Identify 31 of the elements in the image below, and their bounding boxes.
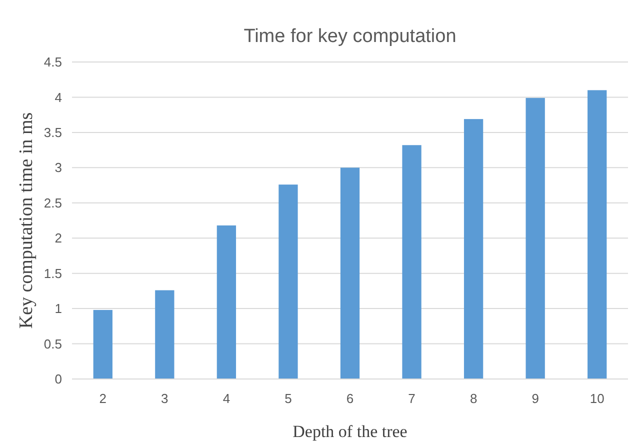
y-tick-label: 3.5 — [44, 124, 62, 140]
y-tick-label: 2.5 — [44, 195, 62, 210]
y-axis-title: Key computation time in ms — [16, 112, 37, 329]
x-axis-title: Depth of the tree — [292, 422, 408, 441]
x-tick-label: 5 — [284, 391, 292, 406]
bar — [155, 290, 174, 379]
x-tick-label: 4 — [222, 391, 230, 406]
y-tick-label: 1 — [54, 301, 62, 316]
x-tick-label: 7 — [408, 391, 416, 406]
bar — [278, 184, 298, 379]
x-tick-label: 3 — [161, 391, 168, 406]
bar — [588, 90, 607, 379]
y-tick-label: 1.5 — [44, 266, 62, 281]
y-tick-label: 0.5 — [44, 336, 62, 352]
x-tick-label: 9 — [532, 391, 539, 406]
y-tick-label: 4.5 — [44, 54, 62, 70]
bar — [526, 98, 545, 379]
bar — [464, 119, 484, 379]
x-tick-label: 8 — [470, 391, 478, 406]
bar — [340, 168, 360, 379]
bar — [93, 310, 112, 379]
y-tick-label: 3 — [54, 160, 62, 176]
bar — [402, 145, 422, 379]
y-tick-label: 0 — [54, 372, 62, 387]
chart-title: Time for key computation — [244, 26, 456, 47]
bar — [216, 225, 236, 379]
y-tick-label: 2 — [54, 230, 62, 246]
x-tick-label: 10 — [590, 391, 604, 406]
y-tick-label: 4 — [54, 90, 62, 105]
x-tick-label: 2 — [99, 391, 107, 406]
x-tick-label: 6 — [346, 391, 354, 406]
